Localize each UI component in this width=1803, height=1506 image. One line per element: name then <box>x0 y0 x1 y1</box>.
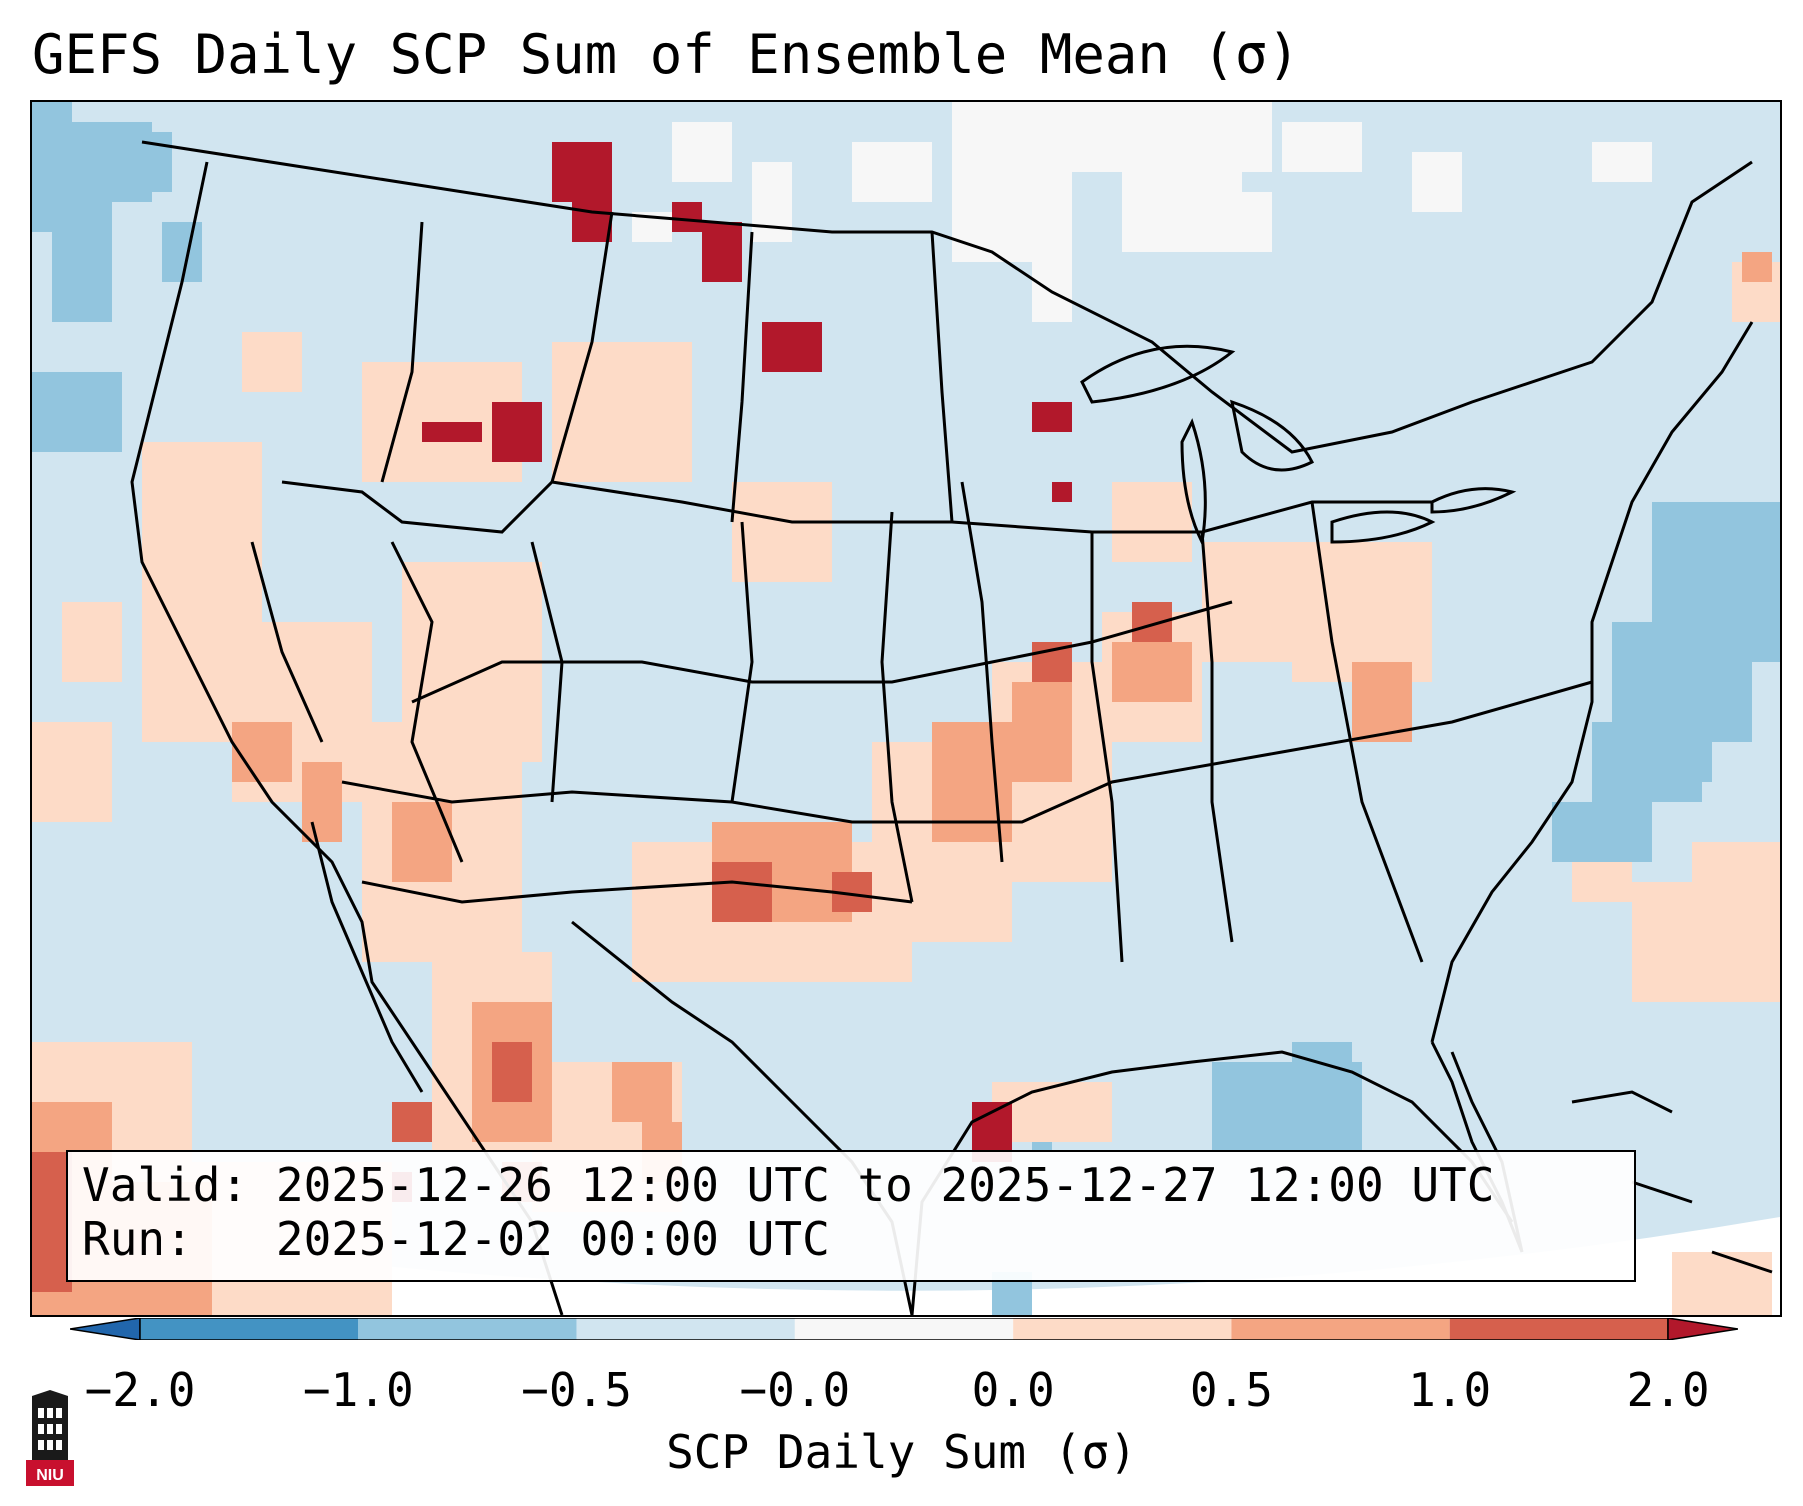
page-title: GEFS Daily SCP Sum of Ensemble Mean (σ) <box>32 23 1300 86</box>
colorbar-tick-label: 2.0 <box>1626 1363 1710 1417</box>
political-boundaries <box>130 140 1754 1315</box>
map-panel <box>30 100 1782 1317</box>
colorbar-tick-label: −2.0 <box>84 1363 196 1417</box>
colorbar-tick-label: −1.0 <box>302 1363 414 1417</box>
valid-run-info-box: Valid: 2025-12-26 12:00 UTC to 2025-12-2… <box>66 1150 1636 1282</box>
colorbar-segment <box>794 1318 1014 1340</box>
run-label: Run: <box>82 1212 193 1266</box>
colorbar-segment <box>140 1318 359 1340</box>
valid-label: Valid: <box>82 1158 249 1212</box>
logo-text: NIU <box>36 1467 64 1484</box>
valid-value: 2025-12-26 12:00 UTC to 2025-12-27 12:00… <box>275 1158 1495 1212</box>
colorbar-segment <box>576 1318 795 1340</box>
negative-anomaly-patches <box>32 102 1780 1315</box>
colorbar-tick-label: −0.0 <box>739 1363 851 1417</box>
projection-edge <box>32 1217 1780 1315</box>
colorbar-segment <box>1231 1318 1450 1340</box>
colorbar-tick-label: 0.0 <box>971 1363 1055 1417</box>
colorbar-tick-label: 0.5 <box>1189 1363 1273 1417</box>
great-lakes <box>1080 344 1517 547</box>
colorbar-segment <box>1449 1318 1668 1340</box>
caribbean-islands <box>1571 1090 1773 1274</box>
near-zero-patches <box>92 102 1652 322</box>
niu-tower-logo-icon: NIU <box>26 1390 74 1486</box>
map-svg <box>32 102 1780 1315</box>
colorbar <box>70 1318 1738 1340</box>
colorbar-tick-label: 1.0 <box>1408 1363 1492 1417</box>
colorbar-over-extension <box>1667 1318 1738 1340</box>
colorbar-under-extension <box>70 1318 141 1340</box>
colorbar-segment <box>1013 1318 1232 1340</box>
colorbar-label: SCP Daily Sum (σ) <box>666 1425 1137 1479</box>
colorbar-tick-label: −0.5 <box>521 1363 632 1417</box>
colorbar-segment <box>358 1318 577 1340</box>
run-value: 2025-12-02 00:00 UTC <box>275 1212 830 1266</box>
